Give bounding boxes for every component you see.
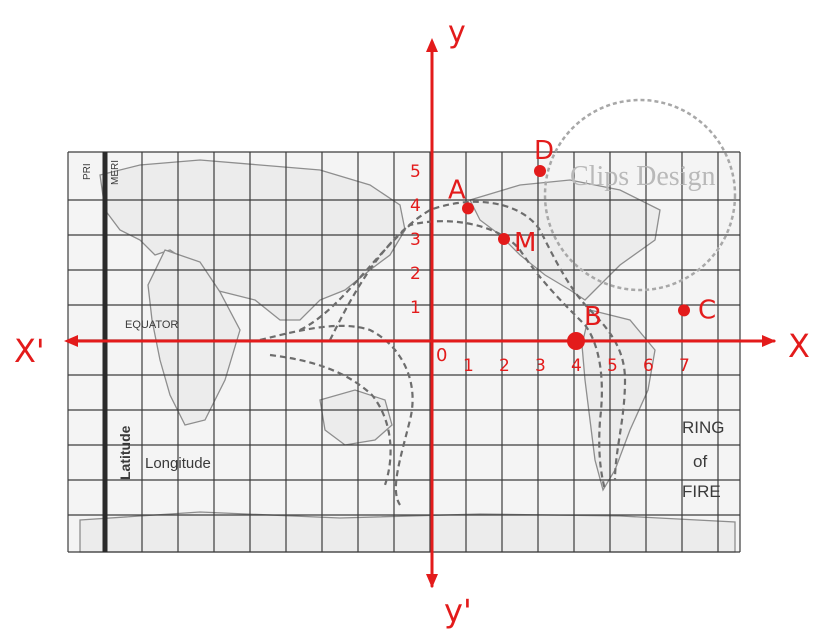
australia-outline bbox=[319, 389, 393, 446]
axis-arrowheads bbox=[64, 38, 776, 588]
point-d-marker bbox=[534, 165, 546, 177]
y-positive-arrow bbox=[426, 38, 438, 52]
y-tick-label: 1 bbox=[410, 298, 421, 318]
x-tick-label: 2 bbox=[499, 356, 510, 376]
x-tick-label: 4 bbox=[571, 356, 582, 376]
axes bbox=[66, 40, 776, 588]
map-grid bbox=[67, 151, 741, 553]
y-tick-label: 3 bbox=[410, 230, 421, 250]
africa-outline bbox=[147, 249, 241, 426]
latitude-label: Latitude bbox=[117, 425, 133, 480]
plotted-points: A M D B C bbox=[448, 136, 716, 350]
equator-label: EQUATOR bbox=[125, 319, 178, 331]
prime-label: PRI bbox=[82, 163, 93, 180]
x-positive-label: X bbox=[788, 327, 810, 365]
point-c-label: C bbox=[698, 295, 716, 325]
point-c-marker bbox=[678, 304, 690, 317]
y-negative-label: y' bbox=[444, 592, 472, 630]
y-tick-label: 5 bbox=[410, 162, 421, 182]
point-b-label: B bbox=[584, 302, 602, 332]
origin-label: 0 bbox=[436, 345, 447, 366]
ring-of-fire bbox=[259, 200, 627, 506]
point-m-marker bbox=[498, 233, 510, 245]
ring-label-line-2: of bbox=[693, 452, 707, 471]
x-negative-arrow bbox=[64, 335, 78, 347]
x-tick-label: 1 bbox=[463, 356, 474, 376]
meridian-label: MERI bbox=[110, 160, 121, 185]
longitude-label: Longitude bbox=[145, 455, 211, 472]
y-positive-label: y bbox=[448, 15, 466, 50]
point-a-label: A bbox=[448, 175, 466, 205]
ring-label-line-1: RING bbox=[682, 418, 725, 437]
watermark-seal bbox=[543, 98, 737, 292]
x-positive-arrow bbox=[762, 335, 776, 347]
point-a-marker bbox=[462, 202, 474, 215]
point-b-marker bbox=[567, 332, 585, 350]
x-tick-label: 3 bbox=[535, 356, 546, 376]
point-d-label: D bbox=[534, 136, 554, 166]
watermark-text: Clips Design bbox=[570, 161, 715, 192]
x-tick-label: 7 bbox=[679, 356, 690, 376]
y-negative-arrow bbox=[426, 574, 438, 588]
point-m-label: M bbox=[514, 228, 536, 258]
y-tick-label: 2 bbox=[410, 264, 421, 284]
x-negative-label: X' bbox=[14, 332, 45, 370]
y-tick-label: 4 bbox=[410, 196, 421, 216]
x-tick-label: 6 bbox=[643, 356, 654, 376]
ring-label-line-3: FIRE bbox=[682, 482, 721, 501]
x-tick-label: 5 bbox=[607, 356, 618, 376]
